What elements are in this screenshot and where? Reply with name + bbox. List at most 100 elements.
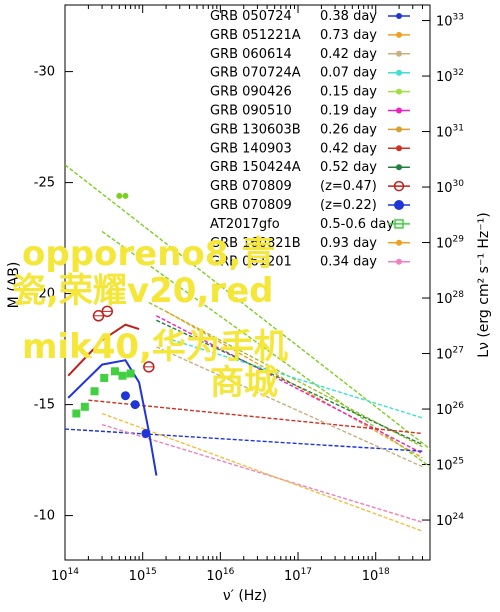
left-axis: -30 -25 -20 -15 -10 [34, 65, 73, 524]
right-tick-label: 1029 [436, 235, 464, 252]
x-axis-title: ν′ (Hz) [223, 588, 267, 604]
overlay-text-line: 瓷,荣耀v20,red [12, 271, 273, 311]
x-tick-label: 1015 [129, 567, 157, 584]
legend-entry-value: 0.15 day [320, 85, 377, 100]
data-point [90, 387, 99, 396]
legend-entry-name: GRB 060614 [210, 47, 292, 62]
legend-entry-value: 0.93 day [320, 236, 377, 251]
plot-frame [64, 4, 431, 561]
series-line [156, 319, 423, 446]
data-point [80, 402, 89, 411]
x-tick-label: 1018 [362, 567, 390, 584]
right-tick-label: 1032 [436, 68, 464, 85]
legend-marker [396, 88, 402, 95]
legend-entry-name: GRB 160821B [210, 236, 301, 251]
legend-entry-name: GRB 050724 [210, 9, 292, 24]
kilonova-curve [67, 359, 158, 476]
points-layer [72, 192, 155, 438]
legend-entry-value: 0.42 day [320, 47, 377, 62]
series-line [101, 412, 423, 532]
left-tick-label: -25 [34, 176, 55, 191]
legend-entry-name: GRB 140903 [210, 141, 292, 156]
legend-entry-value: 0.38 day [320, 9, 377, 24]
legend-entry-name: AT2017gfo [210, 217, 280, 232]
series-layer [65, 164, 430, 532]
legend-entry-name: GRB 130603B [210, 122, 301, 137]
legend-entry-value: 0.34 day [320, 255, 377, 270]
legend-marker [396, 69, 402, 76]
data-point [116, 192, 123, 199]
series-line [101, 423, 423, 523]
series-line [65, 428, 423, 452]
legend-entry-name: GRB 070809 [210, 179, 292, 194]
legend-entry-name: GRB 051221A [210, 28, 301, 43]
legend-marker [394, 219, 404, 229]
legend-entry-value: (z=0.22) [320, 198, 377, 213]
legend-marker [396, 145, 402, 152]
legend-marker [394, 200, 404, 210]
legend-marker [396, 31, 402, 38]
data-point [141, 428, 151, 438]
legend-marker [393, 180, 405, 192]
legend-entry-name: GRB 070809 [210, 198, 292, 213]
legend-marker [396, 164, 402, 171]
legend-entry-value: (z=0.47) [320, 179, 377, 194]
right-tick-label: 1031 [436, 124, 464, 141]
legend-marker [396, 239, 402, 246]
right-axis-title: Lν (erg cm² s⁻¹ Hz⁻¹) [476, 212, 492, 357]
legend-entry-name: GRB 090510 [210, 104, 292, 119]
overlay-text-line: opporeno8,青 [22, 234, 275, 274]
x-tick-label: 1017 [284, 567, 312, 584]
left-tick-label: -10 [34, 509, 55, 524]
right-tick-label: 1025 [436, 457, 464, 474]
legend-entry-value: 0.26 day [320, 122, 377, 137]
legend-entry-name: GRB 090426 [210, 85, 292, 100]
series-line [101, 230, 430, 468]
legend: GRB 050724 0.38 day GRB 051221A 0.73 day GRB… [210, 9, 410, 270]
right-tick-label: 1024 [436, 512, 464, 529]
legend-entry-value: 0.07 day [320, 66, 377, 81]
legend-entry-value: 0.52 day [320, 160, 377, 175]
data-point [110, 367, 119, 376]
data-point [122, 192, 129, 199]
left-tick-label: -30 [34, 65, 55, 80]
x-axis: 1014 1015 1016 1017 1018 [51, 5, 431, 584]
legend-entry-name: GRB 061201 [210, 255, 292, 270]
legend-marker [396, 107, 402, 114]
left-tick-label: -20 [34, 287, 55, 302]
legend-entry-value: 0.42 day [320, 141, 377, 156]
data-point [126, 369, 135, 378]
left-tick-label: -15 [34, 398, 55, 413]
x-tick-label: 1016 [206, 567, 234, 584]
data-point [100, 373, 109, 382]
right-tick-label: 1027 [436, 346, 464, 363]
overlay-text-line: mik40,华为手机 [22, 327, 288, 367]
left-axis-title: M (AB) [6, 262, 22, 309]
legend-entry-name: GRB 150424A [210, 160, 301, 175]
right-tick-label: 1026 [436, 401, 464, 418]
data-point [130, 400, 140, 410]
data-point [120, 391, 130, 401]
legend-marker [396, 13, 402, 19]
series-line [156, 315, 423, 455]
right-tick-label: 1033 [436, 13, 464, 30]
series-line [148, 301, 423, 448]
data-point [118, 371, 127, 380]
series-line [156, 346, 423, 468]
kilonova-curve [67, 323, 140, 377]
legend-entry-value: 0.5-0.6 day [320, 217, 394, 232]
legend-entry-value: 0.19 day [320, 104, 377, 119]
legend-marker [396, 126, 402, 133]
legend-entry-value: 0.73 day [320, 28, 377, 43]
legend-marker [396, 50, 402, 57]
x-tick-label: 1014 [51, 567, 79, 584]
overlay-text-line: 商城 [210, 363, 278, 403]
right-tick-label: 1030 [436, 179, 464, 196]
right-tick-label: 1028 [436, 290, 464, 307]
data-point [72, 409, 81, 418]
legend-entry-name: GRB 070724A [210, 66, 301, 81]
series-line [165, 337, 423, 419]
